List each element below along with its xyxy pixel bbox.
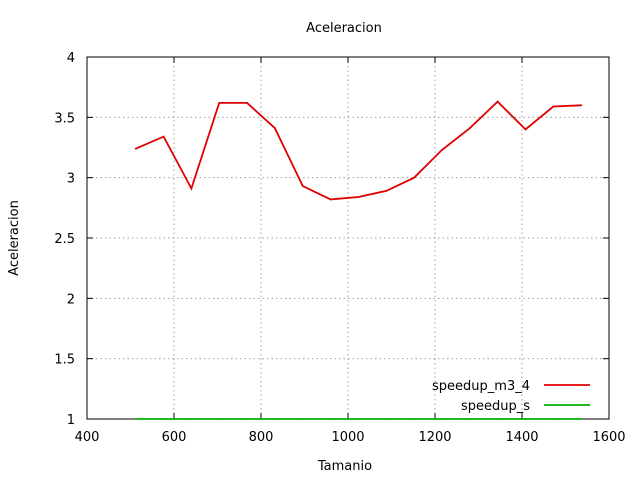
x-tick-label: 400 — [75, 430, 100, 445]
y-tick-label: 2.5 — [54, 232, 75, 247]
y-tick-label: 1.5 — [54, 353, 75, 368]
data-point-speedup-s — [385, 418, 388, 420]
data-point-speedup-s — [552, 418, 555, 420]
chart-title: Aceleracion — [306, 21, 382, 36]
data-point-speedup-m3-4 — [552, 105, 555, 108]
y-tick-label: 1 — [67, 413, 75, 428]
series-line-speedup-m3-4 — [135, 100, 582, 201]
axes: 1 1.5 2 2.5 3 3.5 4 400 600 800 1000 1200 1400 1600 — [54, 51, 625, 445]
data-point-speedup-s — [357, 418, 360, 420]
data-point-speedup-s — [274, 418, 276, 420]
x-tick-label: 1400 — [505, 430, 538, 445]
data-point-speedup-s — [329, 418, 332, 420]
data-point-speedup-s — [468, 418, 471, 420]
data-point-speedup-m3-4 — [496, 100, 499, 103]
x-tick-label: 1000 — [331, 430, 364, 445]
y-tick-label: 4 — [67, 51, 75, 66]
data-point-speedup-m3-4 — [524, 128, 527, 131]
y-tick-label: 3.5 — [54, 111, 75, 126]
data-point-speedup-m3-4 — [134, 147, 137, 150]
data-point-speedup-m3-4 — [441, 149, 443, 151]
data-point-speedup-m3-4 — [580, 104, 583, 107]
x-tick-label: 1200 — [418, 430, 451, 445]
data-point-speedup-m3-4 — [162, 135, 165, 138]
data-point-speedup-s — [190, 418, 193, 420]
y-tick-label: 3 — [67, 172, 75, 187]
data-point-speedup-m3-4 — [246, 102, 249, 104]
data-point-speedup-m3-4 — [190, 187, 193, 190]
grid — [87, 57, 609, 419]
x-tick-label: 1600 — [592, 430, 625, 445]
data-point-speedup-m3-4 — [385, 190, 388, 192]
data-point-speedup-s — [413, 418, 415, 420]
plot-area — [134, 100, 583, 420]
data-point-speedup-s — [134, 418, 137, 420]
data-point-speedup-s — [524, 418, 527, 420]
data-point-speedup-m3-4 — [274, 127, 276, 130]
data-point-speedup-s — [246, 418, 249, 420]
data-point-speedup-s — [301, 418, 304, 420]
data-point-speedup-m3-4 — [413, 176, 415, 179]
data-point-speedup-m3-4 — [301, 185, 304, 188]
x-tick-label: 800 — [249, 430, 274, 445]
data-point-speedup-s — [441, 418, 443, 420]
legend: speedup_m3_4 speedup_s — [432, 379, 590, 414]
legend-label: speedup_m3_4 — [432, 379, 530, 394]
data-point-speedup-m3-4 — [329, 198, 332, 201]
x-axis-label: Tamanio — [317, 459, 372, 474]
data-point-speedup-m3-4 — [218, 102, 221, 104]
data-point-speedup-m3-4 — [468, 127, 471, 130]
y-tick-label: 2 — [67, 292, 75, 307]
data-point-speedup-s — [496, 418, 499, 420]
data-point-speedup-m3-4 — [357, 196, 360, 198]
data-point-speedup-s — [580, 418, 583, 420]
data-point-speedup-s — [162, 418, 165, 420]
data-point-speedup-s — [218, 418, 221, 420]
x-tick-label: 600 — [162, 430, 187, 445]
y-axis-label: Aceleracion — [7, 200, 22, 276]
legend-label: speedup_s — [461, 399, 530, 414]
